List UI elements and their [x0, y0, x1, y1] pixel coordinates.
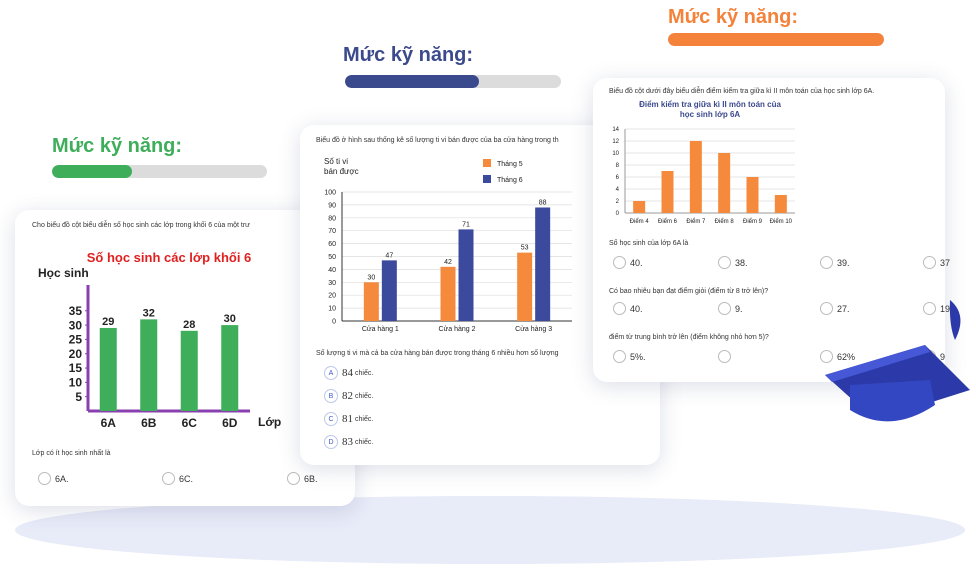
- option-radio: [820, 256, 833, 269]
- option-text: 5%.: [630, 351, 646, 362]
- option-text: 40.: [630, 303, 643, 314]
- answer-option[interactable]: 62%: [820, 350, 855, 363]
- option-radio: [923, 256, 936, 269]
- answer-option[interactable]: 39.: [820, 256, 850, 269]
- answer-option[interactable]: 40.: [613, 256, 643, 269]
- option-radio: [38, 472, 51, 485]
- option-text: 40.: [630, 257, 643, 268]
- option-text: 9.: [735, 303, 743, 314]
- option-radio: [718, 256, 731, 269]
- option-value: 82: [342, 390, 353, 402]
- option-radio: [820, 302, 833, 315]
- answer-option[interactable]: [718, 350, 735, 363]
- progress-fill: [668, 33, 884, 46]
- graduation-cap: [825, 300, 970, 422]
- answer-option[interactable]: 38.: [718, 256, 748, 269]
- option-text: 27.: [837, 303, 850, 314]
- answer-option[interactable]: C 81 chiếc.: [324, 412, 373, 426]
- option-value: 83: [342, 436, 353, 448]
- option-text: 19: [940, 303, 951, 314]
- answer-option[interactable]: 5%.: [613, 350, 646, 363]
- option-letter: D: [324, 435, 338, 449]
- skill-label: Mức kỹ năng:: [668, 6, 799, 28]
- progress-fill: [52, 165, 132, 178]
- progress-track: [668, 33, 884, 46]
- option-text: 38.: [735, 257, 748, 268]
- answer-option[interactable]: A 84 chiếc.: [324, 366, 373, 380]
- question-text: Lớp có ít học sinh nhất là: [32, 450, 111, 457]
- floor-ellipse: [15, 496, 965, 564]
- answer-option[interactable]: 40.: [613, 302, 643, 315]
- intro-text: Cho biểu đồ cột biểu diễn số học sinh cá…: [32, 222, 250, 229]
- answer-option[interactable]: 6C.: [162, 472, 193, 485]
- option-value: 84: [342, 367, 353, 379]
- option-text: 39.: [837, 257, 850, 268]
- progress-fill: [345, 75, 479, 88]
- option-value: 81: [342, 413, 353, 425]
- intro-text: Biểu đồ ở hình sau thống kê số lượng ti …: [316, 137, 559, 144]
- answer-option[interactable]: 9.: [718, 302, 743, 315]
- option-text: 6B.: [304, 473, 318, 484]
- option-text: 9: [940, 351, 946, 362]
- question-text: Có bao nhiêu bạn đạt điểm giỏi (điểm từ …: [609, 288, 769, 295]
- question-text: Số lượng ti vi mà cả ba cửa hàng bán đượ…: [316, 350, 559, 357]
- option-text: 6A.: [55, 473, 69, 484]
- answer-option[interactable]: 19: [923, 302, 950, 315]
- option-radio: [162, 472, 175, 485]
- answer-option[interactable]: B 82 chiếc.: [324, 389, 373, 403]
- option-letter: A: [324, 366, 338, 380]
- skill-label: Mức kỹ năng:: [343, 44, 474, 66]
- option-radio: [923, 302, 936, 315]
- progress-track: [52, 165, 267, 178]
- option-unit: chiếc.: [355, 438, 374, 446]
- question-text: điểm từ trung bình trở lên (điểm không n…: [609, 334, 769, 341]
- answer-option[interactable]: D 83 chiếc.: [324, 435, 373, 449]
- option-text: 37: [940, 257, 951, 268]
- option-unit: chiếc.: [355, 415, 374, 423]
- option-unit: chiếc.: [355, 392, 374, 400]
- option-radio: [613, 350, 626, 363]
- option-radio: [820, 350, 833, 363]
- option-text: 62%: [837, 351, 856, 362]
- answer-option[interactable]: 27.: [820, 302, 850, 315]
- option-letter: B: [324, 389, 338, 403]
- answer-option[interactable]: 6A.: [38, 472, 69, 485]
- option-text: 6C.: [179, 473, 194, 484]
- option-radio: [718, 302, 731, 315]
- option-radio: [287, 472, 300, 485]
- skill-label: Mức kỹ năng:: [52, 135, 183, 157]
- option-radio: [613, 256, 626, 269]
- answer-option[interactable]: 37: [923, 256, 950, 269]
- option-letter: C: [324, 412, 338, 426]
- option-unit: chiếc.: [355, 369, 374, 377]
- question-text: Số học sinh của lớp 6A là: [609, 240, 689, 247]
- option-radio: [613, 302, 626, 315]
- answer-option[interactable]: 6B.: [287, 472, 318, 485]
- option-radio: [718, 350, 731, 363]
- progress-track: [345, 75, 561, 88]
- intro-text: Biểu đồ cột dưới đây biểu diễn điểm kiểm…: [609, 88, 875, 95]
